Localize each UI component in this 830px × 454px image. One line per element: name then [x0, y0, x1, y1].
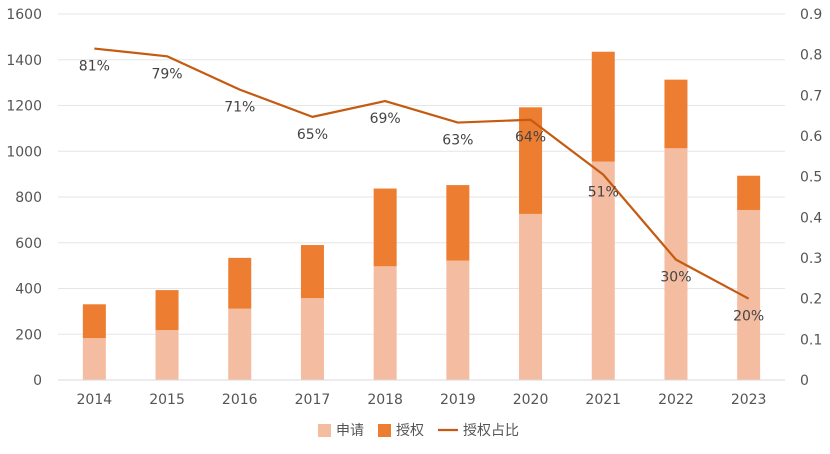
y-left-tick-label: 1600	[6, 7, 42, 23]
legend-label: 授权	[396, 423, 424, 439]
y-left-tick-label: 800	[15, 190, 42, 206]
bar-granted	[82, 304, 106, 339]
bar-granted	[155, 290, 179, 331]
y-right-tick-label: 0.5	[800, 170, 822, 186]
bar-application	[300, 298, 324, 380]
bar-application	[737, 210, 761, 380]
ratio-line-path	[94, 47, 750, 300]
bars	[82, 51, 761, 380]
y-right-tick-label: 0.8	[800, 48, 822, 64]
axes: 0 200 400 600 800 1000 1200 1400 1600 0 0.1 0.2 0.3 0…	[6, 7, 822, 408]
x-tick-label: 2021	[585, 392, 621, 408]
x-tick-label: 2023	[731, 392, 767, 408]
x-tick-label: 2019	[440, 392, 476, 408]
bar-granted	[228, 257, 252, 309]
bar-application	[373, 266, 397, 380]
ratio-data-label: 69%	[370, 111, 401, 127]
ratio-data-label: 65%	[297, 127, 328, 143]
bar-application	[519, 213, 543, 380]
ratio-data-label: 64%	[515, 130, 546, 146]
y-right-tick-label: 0	[800, 373, 809, 389]
x-tick-label: 2020	[513, 392, 549, 408]
bar-application	[446, 260, 470, 380]
legend-label: 申请	[336, 423, 364, 439]
y-right-tick-label: 0.3	[800, 251, 822, 267]
y-left-tick-label: 0	[33, 373, 42, 389]
y-right-tick-label: 0.1	[800, 332, 822, 348]
bar-granted	[519, 107, 543, 214]
y-right-tick-label: 0.6	[800, 129, 822, 145]
ratio-data-label: 79%	[151, 66, 182, 82]
ratio-data-label: 51%	[588, 185, 619, 201]
ratio-data-label: 63%	[442, 133, 473, 149]
grid-lines	[58, 13, 785, 381]
legend-swatch	[378, 424, 391, 437]
x-tick-label: 2018	[367, 392, 403, 408]
y-left-tick-label: 1000	[6, 144, 42, 160]
y-right-tick-label: 0.9	[800, 7, 822, 23]
y-right-tick-label: 0.4	[800, 210, 822, 226]
bar-application	[591, 161, 615, 380]
legend-swatch	[318, 424, 331, 437]
bar-granted	[446, 185, 470, 261]
ratio-data-label: 20%	[733, 309, 764, 325]
bar-application	[664, 148, 688, 380]
ratio-line	[94, 47, 750, 300]
bar-granted	[664, 79, 688, 149]
bar-application	[228, 308, 252, 380]
y-left-tick-label: 1200	[6, 99, 42, 115]
legend-label: 授权占比	[463, 423, 519, 439]
ratio-data-label: 81%	[79, 59, 110, 75]
bar-granted	[591, 51, 615, 162]
y-right-tick-label: 0.2	[800, 292, 822, 308]
ratio-data-label: 30%	[660, 270, 691, 286]
y-left-tick-label: 200	[15, 327, 42, 343]
y-left-tick-label: 400	[15, 282, 42, 298]
x-tick-label: 2016	[222, 392, 258, 408]
x-tick-label: 2022	[658, 392, 694, 408]
bar-granted	[373, 188, 397, 267]
bar-granted	[300, 245, 324, 299]
data-labels: 81% 79% 71% 65% 69% 63% 64% 51% 30% 20%	[79, 59, 764, 325]
bar-application	[155, 330, 179, 380]
y-left-tick-label: 600	[15, 236, 42, 252]
y-left-tick-label: 1400	[6, 53, 42, 69]
bar-application	[82, 338, 106, 380]
x-tick-label: 2014	[77, 392, 113, 408]
y-right-tick-label: 0.7	[800, 88, 822, 104]
ratio-data-label: 71%	[224, 100, 255, 116]
legend: 申请 授权 授权占比	[318, 423, 519, 439]
x-tick-label: 2015	[149, 392, 185, 408]
bar-granted	[737, 175, 761, 211]
x-tick-label: 2017	[295, 392, 331, 408]
